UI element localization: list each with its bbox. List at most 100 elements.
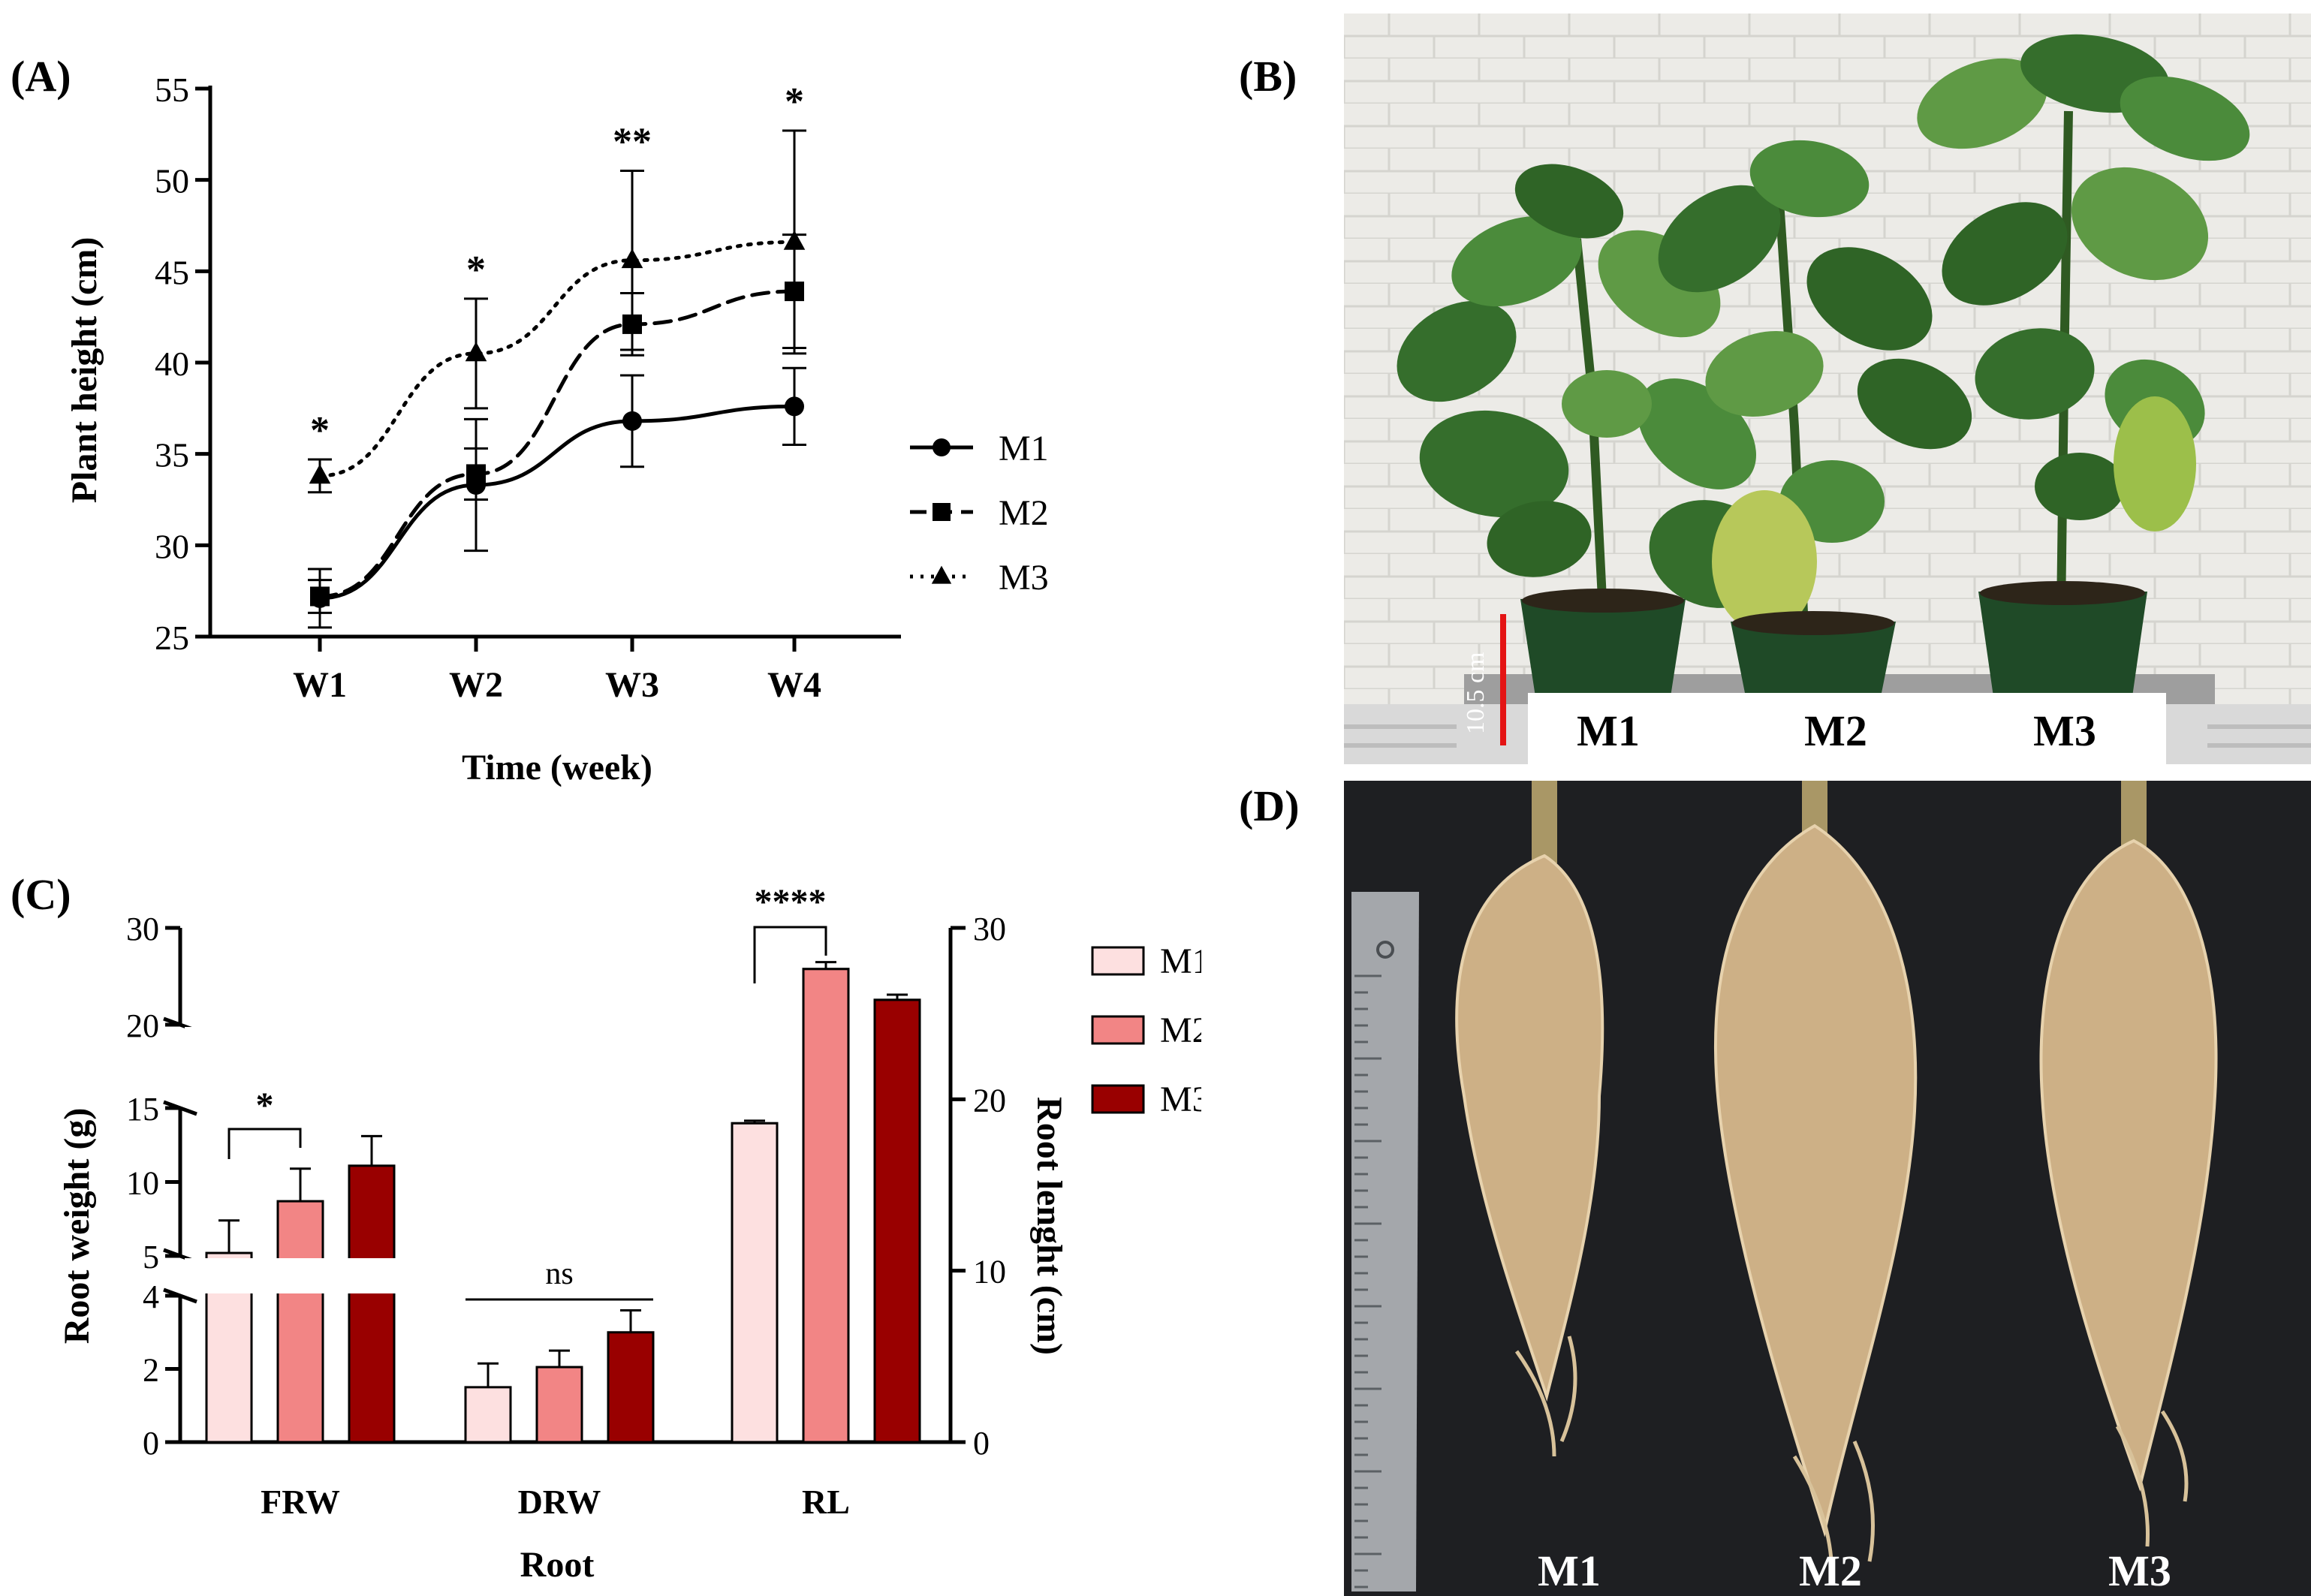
marker-square [466, 464, 486, 484]
x-axis-title: Time (week) [462, 748, 652, 787]
leaf [2114, 396, 2196, 531]
y-left-tick-label: 10 [126, 1165, 159, 1202]
legend-swatch-m2 [1091, 1015, 1145, 1045]
y-left-tick-label: 4 [143, 1278, 159, 1315]
legend-label-m1: M1 [1160, 941, 1201, 981]
leaf [2120, 76, 2250, 161]
root-strand [1792, 1455, 1834, 1577]
y-tick-label: 50 [155, 162, 189, 200]
leaf [1514, 164, 1624, 239]
leaf [1562, 370, 1652, 438]
x-tick-label: W1 [293, 665, 347, 705]
marker-triangle [309, 464, 331, 484]
leaf [1975, 328, 2095, 420]
y-axis-title: Plant height (cm) [65, 237, 104, 504]
leaf [1712, 490, 1817, 633]
legend-label-m2: M2 [999, 493, 1049, 533]
root-strand [1514, 1350, 1556, 1457]
series-line-m2 [318, 289, 797, 598]
y-right-tick-label: 10 [973, 1254, 1006, 1290]
y-left-tick-label: 30 [126, 911, 159, 947]
y-right-tick-label: 0 [973, 1425, 990, 1462]
bar-drw-m2 [535, 1366, 583, 1444]
ruler [1351, 892, 1419, 1591]
leaf-mass [1397, 34, 2250, 633]
x-tick-label: RL [802, 1483, 850, 1521]
marker-circle [933, 438, 951, 456]
y-tick-label: 40 [155, 345, 189, 383]
photo-b-label-m1: M1 [1577, 706, 1640, 755]
photo-b-label-m3: M3 [2033, 706, 2096, 755]
y-axis-left-title: Root weight (g) [57, 1108, 97, 1345]
y-right-tick-label: 20 [973, 1082, 1006, 1119]
x-axis-title: Root [520, 1545, 595, 1585]
y-left-tick-label: 15 [126, 1091, 159, 1128]
y-left-tick-label: 0 [143, 1425, 159, 1462]
marker-square [310, 586, 330, 607]
photo-d-label-m2: M2 [1799, 1546, 1862, 1595]
annotation-rl: **** [755, 882, 827, 922]
roots-photo: M1 M2 M3 [1344, 781, 2311, 1596]
significance-label: * [785, 80, 804, 123]
x-tick-label: W2 [449, 665, 503, 705]
root-strand [2160, 1410, 2189, 1502]
bar-frw-m3 [348, 1164, 396, 1444]
leaf [1749, 140, 1870, 218]
leaf [1917, 58, 2047, 149]
root-strand [2115, 1425, 2150, 1547]
series-line-m3 [318, 239, 797, 478]
y-left-tick-label: 2 [143, 1352, 159, 1389]
panel-label-d: (D) [1239, 781, 1300, 830]
leaf [2071, 167, 2209, 281]
panel-label-a: (A) [11, 52, 71, 101]
panel-label-b: (B) [1239, 52, 1297, 101]
bar-rl-m2 [802, 968, 850, 1444]
y-left-tick-label: 20 [126, 1007, 159, 1044]
photo-d-label-m3: M3 [2108, 1546, 2171, 1595]
panel-label-c: (C) [11, 870, 71, 919]
significance-label: * [466, 248, 486, 291]
legend-label-m3: M3 [1160, 1080, 1201, 1119]
legend-label-m3: M3 [999, 558, 1049, 598]
bracket-frw [227, 1128, 302, 1159]
photo-b-label-m2: M2 [1804, 706, 1867, 755]
leaf [1451, 215, 1582, 307]
root-mass-2 [1714, 824, 1918, 1537]
y-tick-label: 25 [155, 619, 189, 657]
leaf [1487, 501, 1592, 577]
y-tick-label: 35 [155, 436, 189, 474]
root-strand [1559, 1336, 1577, 1442]
leaf [1397, 300, 1517, 402]
x-tick-label: W3 [605, 665, 659, 705]
marker-circle [785, 396, 804, 417]
legend-swatch-m3 [1091, 1084, 1145, 1114]
annotation-drw: ns [545, 1257, 573, 1291]
leaf [1942, 202, 2068, 306]
marker-triangle [783, 230, 806, 250]
bracket-rl [753, 926, 827, 983]
axis-break-gap [185, 1258, 410, 1293]
y-left-tick-label: 5 [143, 1239, 159, 1275]
bar-drw-m1 [464, 1386, 512, 1444]
y-right-tick-label: 30 [973, 911, 1006, 947]
y-tick-label: 55 [155, 71, 189, 109]
photo-d-label-m1: M1 [1538, 1546, 1601, 1595]
legend-label-m1: M1 [999, 429, 1049, 468]
marker-circle [622, 411, 642, 431]
marker-square [933, 503, 951, 521]
leaf [1806, 247, 1933, 351]
significance-label: ** [613, 121, 652, 164]
plants-photo: 10.5 cm M1 M2 M3 [1344, 14, 2311, 764]
marker-triangle [931, 565, 952, 584]
marker-triangle [621, 248, 643, 269]
leaf [1705, 330, 1824, 417]
root-bar-chart: 0 2 45 10 15 20 30 0 10 20 30 FRW DRW RL * ns **** M1 M2 M… [57, 882, 1201, 1585]
axis-break-gap [185, 1027, 410, 1106]
scale-label: 10.5 cm [1462, 652, 1490, 734]
x-tick-label: DRW [518, 1483, 601, 1521]
y-axis-right-title: Root lenght (cm) [1029, 1097, 1069, 1355]
significance-label: * [310, 409, 330, 452]
annotation-frw: * [256, 1086, 274, 1125]
root-mass-1 [1455, 854, 1604, 1402]
